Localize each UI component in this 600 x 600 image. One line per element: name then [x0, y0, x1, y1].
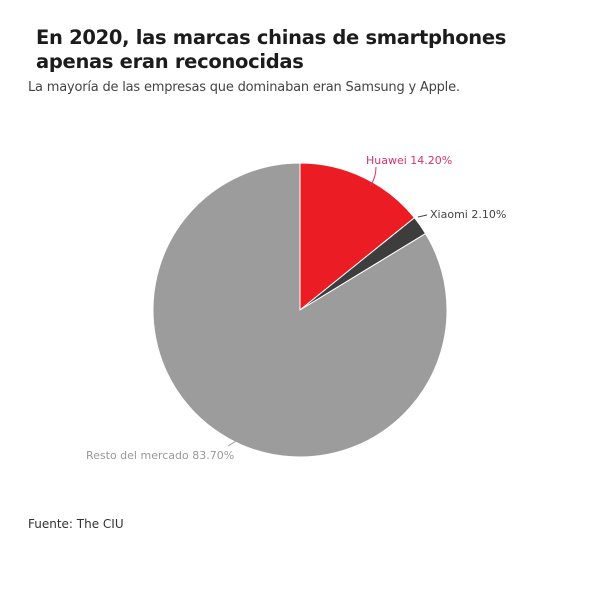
rest-label: Resto del mercado 83.70% [86, 449, 234, 462]
source-note: Fuente: The CIU [28, 517, 124, 531]
xiaomi-label: Xiaomi 2.10% [430, 208, 506, 221]
huawei-slice [299, 162, 416, 312]
rest-leader-line [227, 440, 237, 447]
huawei-label: Huawei 14.20% [366, 154, 452, 167]
slice-labels: Huawei 14.20% Xiaomi 2.10% Resto del mer… [86, 154, 506, 462]
pie-slices [152, 162, 448, 458]
chart-subtitle: La mayoría de las empresas que dominaban… [28, 80, 460, 95]
huawei-leader-line [369, 166, 377, 187]
chart-title: En 2020, las marcas chinas de smartphone… [36, 26, 507, 73]
rest-slice [152, 162, 448, 458]
xiaomi-leader-line [417, 214, 428, 218]
